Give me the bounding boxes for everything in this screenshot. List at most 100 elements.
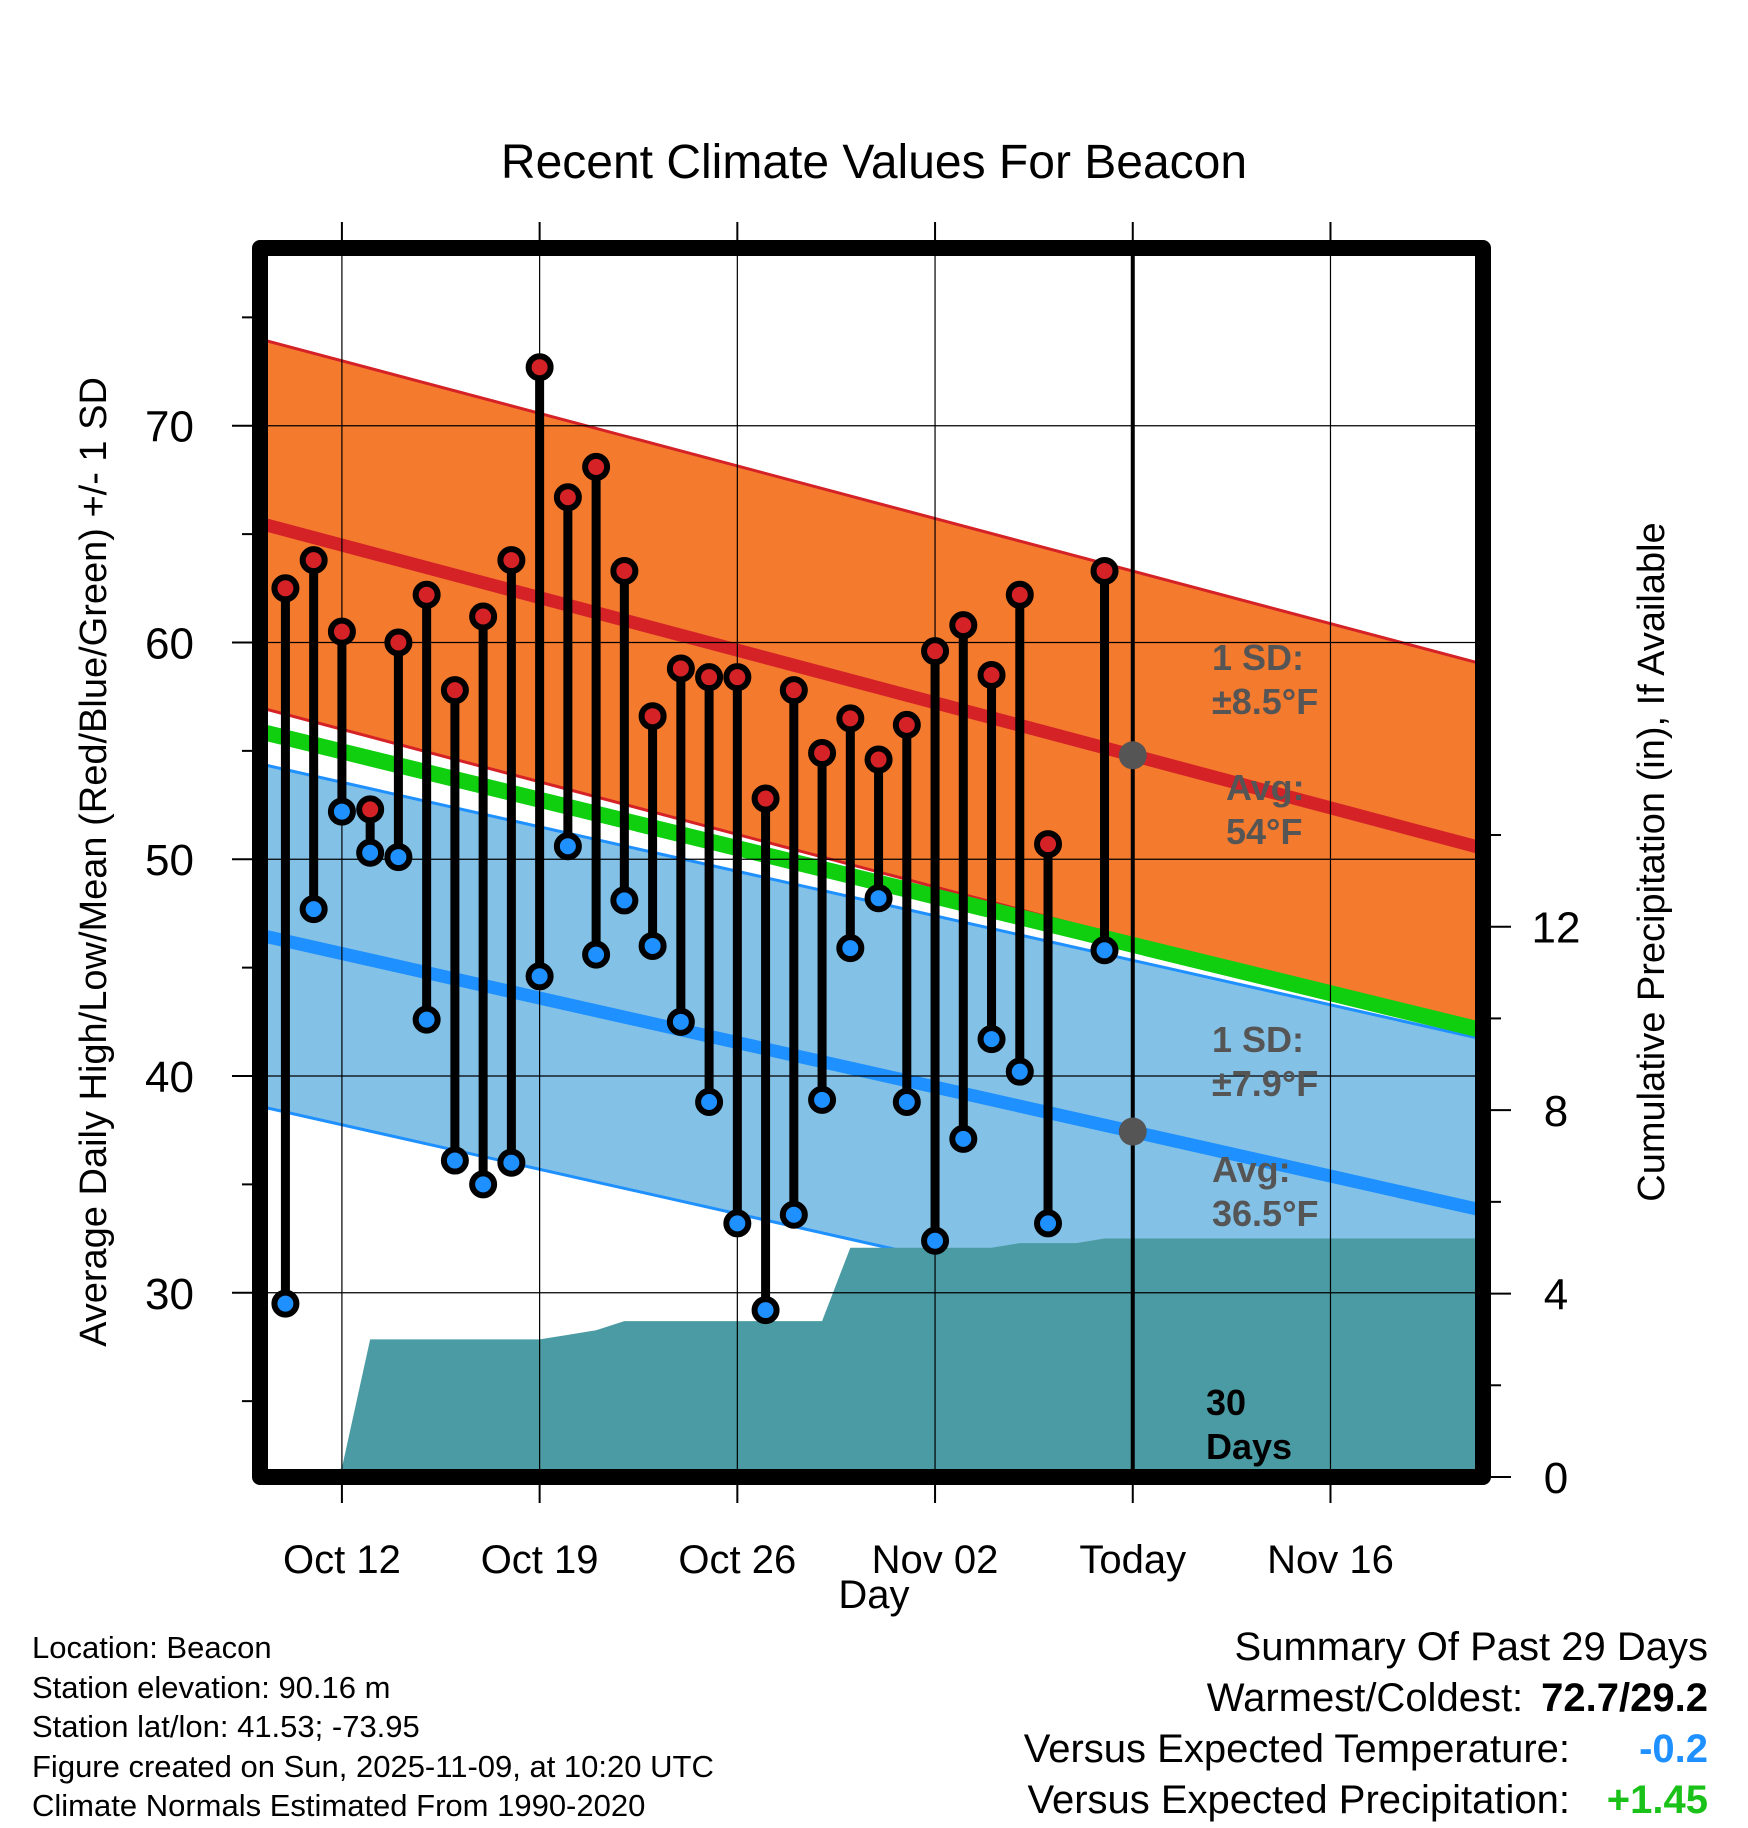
precip-label: Versus Expected Precipitation: <box>1027 1778 1570 1822</box>
daily-high-point <box>1005 580 1034 609</box>
normal-high-line <box>260 516 1483 855</box>
x-tick-label: Nov 16 <box>1267 1538 1394 1582</box>
low-avg-annotation: Avg: <box>1212 1149 1291 1190</box>
summary-temp-row: Versus Expected Temperature: -0.2 <box>1024 1724 1708 1775</box>
precip-value: +1.45 <box>1606 1778 1708 1822</box>
daily-low-point <box>553 832 582 861</box>
daily-low-point <box>666 1007 695 1036</box>
daily-high-point <box>525 353 554 382</box>
climate-chart: Recent Climate Values For Beacon Oct 12 O… <box>73 136 1673 1617</box>
y-tick-label: 70 <box>145 403 194 452</box>
summary-precip-row: Versus Expected Precipitation: +1.45 <box>1024 1775 1708 1826</box>
daily-high-point <box>892 710 921 739</box>
low-avg-annotation: 36.5°F <box>1212 1193 1318 1234</box>
daily-high-point <box>666 654 695 683</box>
y2-axis-label: Cumulative Precipitation (in), If Availa… <box>1631 522 1673 1201</box>
x-tick-label: Today <box>1079 1538 1186 1582</box>
warmest-value: 72.7/29.2 <box>1541 1676 1708 1720</box>
normals-text: Climate Normals Estimated From 1990-2020 <box>32 1788 646 1823</box>
y-tick-label: 50 <box>145 836 194 885</box>
x-tick-label: Oct 19 <box>481 1538 599 1582</box>
daily-high-point <box>412 580 441 609</box>
x-tick-label: Nov 02 <box>872 1538 999 1582</box>
y-tick-label: 30 <box>145 1270 194 1319</box>
low-sd-annotation: ±7.9°F <box>1212 1063 1318 1104</box>
latlon-text: Station lat/lon: 41.53; -73.95 <box>32 1709 420 1744</box>
daily-low-point <box>356 838 385 867</box>
high-band-upper-edge <box>260 337 1483 666</box>
daily-high-point <box>553 483 582 512</box>
station-info: Location: Beacon Station elevation: 90.1… <box>32 1628 714 1826</box>
today-low-avg-marker <box>1118 1117 1147 1146</box>
daily-high-point <box>836 704 865 733</box>
temp-label: Versus Expected Temperature: <box>1023 1727 1570 1771</box>
daily-high-point <box>1090 556 1119 585</box>
summary-panel: Summary Of Past 29 Days Warmest/Coldest:… <box>1024 1622 1708 1826</box>
daily-low-point <box>864 884 893 913</box>
daily-low-point <box>497 1148 526 1177</box>
daily-high-point <box>299 546 328 575</box>
daily-high-point <box>921 637 950 666</box>
today-high-avg-marker <box>1118 741 1147 770</box>
elevation-text: Station elevation: 90.16 m <box>32 1669 391 1705</box>
normal-mean-line <box>260 723 1483 1039</box>
daily-low-point <box>469 1170 498 1199</box>
daily-low-point <box>582 940 611 969</box>
daily-low-point <box>808 1085 837 1114</box>
warmest-label: Warmest/Coldest: <box>1206 1676 1524 1720</box>
y2-tick-label: 8 <box>1544 1087 1568 1136</box>
daily-high-point <box>271 574 300 603</box>
window-days-annotation: 30 <box>1206 1382 1246 1423</box>
daily-high-point <box>1034 830 1063 859</box>
daily-low-point <box>695 1088 724 1117</box>
daily-high-point <box>779 676 808 705</box>
daily-high-point <box>497 546 526 575</box>
daily-low-point <box>892 1088 921 1117</box>
y2-tick-label: 0 <box>1544 1454 1568 1503</box>
x-tick-label: Oct 26 <box>678 1538 796 1582</box>
daily-low-point <box>921 1226 950 1255</box>
created-text: Figure created on Sun, 2025-11-09, at 10… <box>32 1748 714 1784</box>
window-days-annotation: Days <box>1206 1426 1292 1467</box>
daily-high-point <box>751 784 780 813</box>
daily-high-point <box>977 661 1006 690</box>
high-sd-annotation: ±8.5°F <box>1212 681 1318 722</box>
daily-low-point <box>1005 1057 1034 1086</box>
y2-tick-label: 4 <box>1544 1271 1568 1320</box>
daily-low-point <box>949 1124 978 1153</box>
daily-high-point <box>469 602 498 631</box>
daily-high-point <box>638 702 667 731</box>
daily-high-point <box>808 739 837 768</box>
daily-high-point <box>356 795 385 824</box>
daily-high-point <box>723 663 752 692</box>
daily-low-point <box>525 962 554 991</box>
daily-low-point <box>299 895 328 924</box>
daily-low-point <box>1090 936 1119 965</box>
daily-low-point <box>638 931 667 960</box>
x-axis-label: Day <box>838 1573 909 1617</box>
daily-high-point <box>864 745 893 774</box>
plot-frame <box>252 240 1491 1485</box>
y-axis-label: Average Daily High/Low/Mean (Red/Blue/Gr… <box>73 377 115 1347</box>
daily-low-point <box>384 843 413 872</box>
daily-low-point <box>271 1289 300 1318</box>
daily-high-point <box>384 628 413 657</box>
daily-high-point <box>610 556 639 585</box>
y-tick-label: 60 <box>145 619 194 668</box>
daily-high-point <box>440 676 469 705</box>
high-avg-annotation: 54°F <box>1226 811 1302 852</box>
chart-title: Recent Climate Values For Beacon <box>501 136 1247 189</box>
daily-low-point <box>327 797 356 826</box>
daily-low-point <box>723 1209 752 1238</box>
location-text: Location: Beacon <box>32 1630 272 1665</box>
precipitation-area <box>260 1238 1483 1477</box>
daily-high-point <box>695 663 724 692</box>
normal-low-line <box>260 928 1483 1217</box>
daily-low-point <box>610 886 639 915</box>
low-sd-annotation: 1 SD: <box>1212 1019 1304 1060</box>
daily-low-point <box>779 1200 808 1229</box>
daily-low-point <box>412 1005 441 1034</box>
daily-low-point <box>977 1025 1006 1054</box>
daily-low-point <box>1034 1209 1063 1238</box>
daily-low-point <box>440 1146 469 1175</box>
